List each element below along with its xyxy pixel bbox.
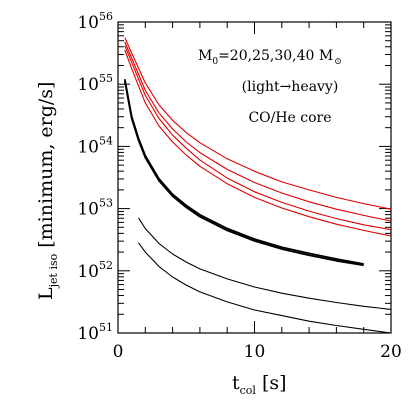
x-axis-label: tcol [s] [232, 372, 287, 397]
series-he-core-m40 [124, 37, 392, 210]
y-tick-label: 1056 [77, 10, 113, 33]
annotation-co-core: CO/ [248, 110, 275, 126]
y-tick-label: 1055 [77, 72, 113, 95]
y-axis-label-sub: jet iso [47, 253, 60, 289]
series-co-core-m25 [138, 217, 392, 310]
x-tick-label: 0 [113, 342, 124, 362]
annotation-line-core: CO/He core [248, 110, 331, 126]
y-tick-label: 1053 [77, 197, 113, 220]
series-co-core-m40 [123, 79, 364, 265]
annotation-line-order: (light→heavy) [242, 79, 339, 95]
x-axis-label-sub: col [240, 384, 257, 397]
series-he-core-m25 [124, 41, 392, 222]
x-axis-label-unit: [s] [262, 372, 287, 394]
y-tick-label: 1052 [77, 259, 113, 282]
series-he-core-m20 [124, 45, 392, 231]
series-co-core-m30 [123, 80, 364, 267]
annotation-he-core: He core [275, 110, 331, 126]
annotation-line-mass: M0=20,25,30,40 M⊙ [198, 48, 342, 67]
x-tick-label: 20 [380, 342, 402, 362]
x-tick-labels: 0 10 20 [113, 342, 402, 362]
data-series [123, 37, 392, 334]
y-axis-label-main: L [35, 287, 57, 300]
y-axis-label-unit: [minimum, erg/s] [35, 82, 57, 248]
y-tick-labels: 1051 1052 1053 1054 1055 1056 [77, 10, 113, 344]
x-tick-label: 10 [244, 342, 266, 362]
y-tick-label: 1051 [77, 321, 113, 344]
y-tick-label: 1054 [77, 134, 113, 157]
series-co-core-m20 [138, 242, 392, 334]
axis-ticks [117, 21, 392, 334]
series-he-core-m30 [124, 49, 392, 237]
y-axis-label: Ljet iso [minimum, erg/s] [35, 82, 60, 300]
x-axis-label-main: t [232, 372, 240, 394]
annotation: M0=20,25,30,40 M⊙ (light→heavy) CO/He co… [198, 48, 342, 126]
